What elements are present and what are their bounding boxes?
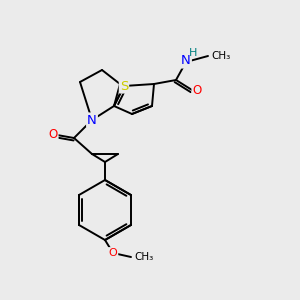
Text: CH₃: CH₃ [211, 51, 230, 61]
Text: O: O [109, 248, 117, 258]
Text: H: H [189, 48, 197, 58]
Text: O: O [48, 128, 58, 140]
Text: O: O [192, 85, 202, 98]
Text: N: N [87, 113, 97, 127]
Text: S: S [120, 80, 128, 92]
Text: N: N [181, 55, 191, 68]
Text: CH₃: CH₃ [134, 252, 153, 262]
